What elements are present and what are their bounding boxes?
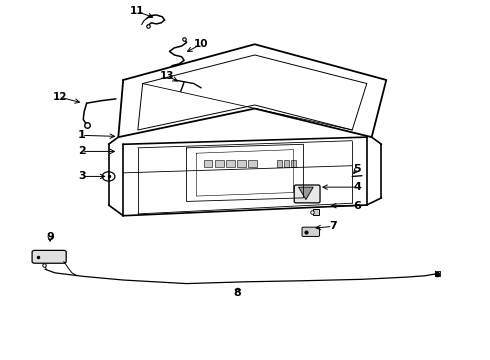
Bar bbox=[277, 160, 282, 167]
Text: 8: 8 bbox=[234, 288, 242, 297]
Text: 6: 6 bbox=[353, 201, 361, 211]
Polygon shape bbox=[298, 187, 313, 200]
Text: 7: 7 bbox=[329, 221, 337, 231]
Text: 9: 9 bbox=[46, 232, 54, 242]
Text: 10: 10 bbox=[194, 39, 208, 49]
Bar bbox=[226, 159, 235, 167]
Text: 1: 1 bbox=[78, 130, 86, 140]
FancyBboxPatch shape bbox=[294, 185, 320, 203]
Bar bbox=[203, 160, 212, 167]
Text: 5: 5 bbox=[353, 164, 361, 174]
Bar bbox=[248, 159, 257, 167]
Bar bbox=[284, 160, 289, 167]
Text: 11: 11 bbox=[129, 6, 144, 17]
Text: 12: 12 bbox=[52, 92, 67, 102]
Bar bbox=[237, 159, 246, 167]
FancyBboxPatch shape bbox=[32, 250, 66, 263]
Text: 2: 2 bbox=[78, 147, 86, 157]
Text: 3: 3 bbox=[78, 171, 86, 181]
Text: 4: 4 bbox=[353, 182, 361, 192]
Text: 13: 13 bbox=[160, 71, 174, 81]
FancyBboxPatch shape bbox=[302, 227, 319, 237]
Bar bbox=[215, 159, 223, 167]
Bar bbox=[291, 160, 296, 167]
